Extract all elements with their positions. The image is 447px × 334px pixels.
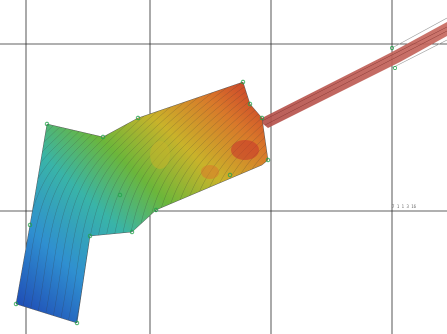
contour-line	[71, 82, 268, 323]
contour-line	[16, 82, 193, 323]
contour-line	[199, 82, 268, 323]
vertex-marker[interactable]	[87, 233, 93, 239]
elevation-surface[interactable]	[0, 40, 447, 334]
vertex-marker[interactable]	[44, 121, 50, 127]
contour-line	[215, 82, 268, 323]
vertex-marker[interactable]	[13, 301, 19, 307]
coordinate-label: 7 1 1 3 16	[392, 204, 417, 209]
vertex-marker[interactable]	[100, 134, 106, 140]
vertex-markers[interactable]	[13, 79, 271, 326]
vertex-marker[interactable]	[265, 157, 271, 163]
vertex-marker[interactable]	[117, 192, 123, 198]
vertex-marker[interactable]	[74, 320, 80, 326]
contour-line	[63, 82, 265, 323]
vertex-marker[interactable]	[240, 79, 246, 85]
contour-line	[31, 82, 233, 323]
contour-line	[191, 82, 268, 323]
vertex-marker[interactable]	[135, 115, 141, 121]
vertex-marker[interactable]	[129, 229, 135, 235]
vertex-marker[interactable]	[259, 115, 265, 121]
contour-line	[39, 82, 241, 323]
contour-line	[272, 40, 447, 334]
vertex-marker[interactable]	[27, 222, 33, 228]
contour-line	[47, 82, 249, 323]
vertex-marker[interactable]	[227, 172, 233, 178]
channel-strip	[258, 17, 447, 128]
vertex-marker[interactable]	[153, 207, 159, 213]
contour-line	[16, 82, 217, 323]
contour-line	[223, 82, 268, 323]
contour-line	[23, 82, 225, 323]
contour-line	[55, 82, 257, 323]
surface-patches	[150, 140, 259, 179]
vertex-marker[interactable]	[247, 101, 253, 107]
contour-line	[16, 82, 185, 323]
contour-line	[16, 82, 201, 323]
